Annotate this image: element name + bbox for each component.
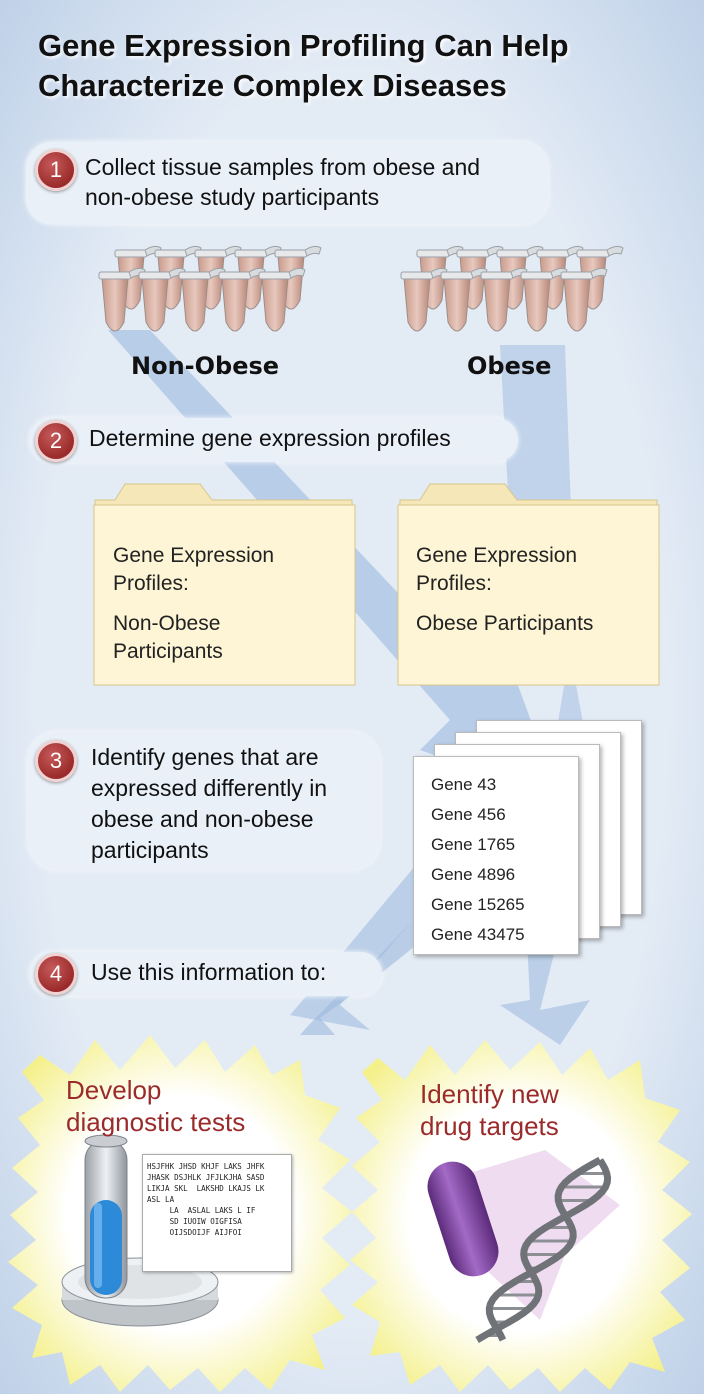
gene-item: Gene 15265: [431, 895, 525, 914]
step-4-panel: [30, 952, 382, 996]
gene-list-sheet: [413, 756, 579, 955]
report-line: LA ASLAL LAKS L IF: [147, 1206, 256, 1215]
group-label-obese: Obese: [467, 352, 552, 380]
tube-icon: [400, 245, 624, 332]
test-tube-icon: [84, 1134, 128, 1299]
folder-left-line-1: Gene Expression: [113, 544, 275, 567]
step-1-badge: 1: [35, 149, 77, 191]
gene-item: Gene 456: [431, 805, 506, 824]
tube-icon: [400, 267, 448, 332]
outcome-left-line-2: diagnostic tests: [66, 1107, 246, 1137]
step-1-text: Collect tissue samples from obese and no…: [85, 152, 545, 212]
gene-item: Gene 43: [431, 775, 497, 794]
folder-left-line-2: Profiles:: [113, 572, 189, 595]
folder-icon: [93, 483, 660, 686]
gene-item: Gene 1765: [431, 835, 516, 854]
lab-report-paper: HSJFHK JHSD KHJF LAKS JHFK JHASK DSJHLK J…: [142, 1154, 292, 1272]
report-line: LIKJA SKL LAKSHD LKAJS LK: [147, 1184, 265, 1193]
dna-strand: [475, 1158, 612, 1344]
step-3-line-2: expressed differently in: [91, 775, 328, 801]
gene-item: Gene 4896: [431, 865, 516, 884]
outcome-right-line-1: Identify new: [420, 1079, 559, 1109]
folder-left-line-4: Participants: [113, 640, 223, 663]
pill-icon: [427, 1161, 499, 1277]
tube-icon: [480, 267, 528, 332]
folder-non-obese-text: Gene Expression Profiles: Non-Obese Part…: [113, 542, 274, 666]
outcome-drug-title: Identify new drug targets: [420, 1078, 559, 1142]
dna-icon: [475, 1156, 612, 1344]
tube-icon: [440, 267, 488, 332]
step-3-badge: 3: [35, 740, 77, 782]
step-1-line-2: non-obese study participants: [85, 184, 380, 210]
tube-icon: [178, 267, 226, 332]
tube-icon: [218, 267, 266, 332]
report-line: SD IUOIW OIGFISA: [147, 1217, 242, 1226]
report-line: HSJFHK JHSD KHJF LAKS JHFK: [147, 1162, 265, 1171]
page-title: Gene Expression Profiling Can Help Chara…: [38, 26, 678, 106]
folder-obese-text: Gene Expression Profiles: Obese Particip…: [416, 542, 593, 638]
dna-strand: [485, 1156, 602, 1342]
tube-icon: [98, 245, 322, 332]
folder-right-line-2: Profiles:: [416, 572, 492, 595]
step-3-line-3: obese and non-obese: [91, 806, 314, 832]
title-line-1: Gene Expression Profiling Can Help: [38, 28, 569, 63]
step-2-text: Determine gene expression profiles: [89, 425, 451, 451]
step-3-text: Identify genes that are expressed differ…: [91, 742, 327, 866]
tube-icon: [520, 267, 568, 332]
tube-icon: [138, 267, 186, 332]
report-line: JHASK DSJHLK JFJLKJHA SASD: [147, 1173, 265, 1182]
step-2-panel: [30, 418, 518, 462]
step-3-line-4: participants: [91, 837, 209, 863]
step-3-line-1: Identify genes that are: [91, 744, 319, 770]
folder-right-line-3: Obese Participants: [416, 612, 594, 635]
outcome-left-line-1: Develop: [66, 1075, 162, 1105]
step-1-line-1: Collect tissue samples from obese and: [85, 154, 481, 180]
step-4-text: Use this information to:: [91, 959, 327, 985]
gene-item: Gene 43475: [431, 925, 525, 944]
gene-list: Gene 43 Gene 456 Gene 1765 Gene 4896 Gen…: [431, 770, 525, 950]
tube-icon: [258, 267, 306, 332]
step-2-badge: 2: [35, 420, 77, 462]
tube-icon: [98, 267, 146, 332]
outcome-right-line-2: drug targets: [420, 1111, 559, 1141]
title-line-2: Characterize Complex Diseases: [38, 68, 507, 103]
group-label-non-obese: Non-Obese: [131, 352, 280, 380]
step-1-panel: [26, 142, 548, 224]
tube-icon: [560, 267, 608, 332]
folder-right-line-1: Gene Expression: [416, 544, 578, 567]
step-3-panel: [28, 732, 380, 870]
report-line: ASL LA: [147, 1195, 175, 1204]
outcome-diagnostic-title: Develop diagnostic tests: [66, 1074, 245, 1138]
step-4-badge: 4: [35, 953, 77, 995]
folder-left-line-3: Non-Obese: [113, 612, 221, 635]
report-line: OIJSDOIJF AIJFOI: [147, 1228, 242, 1237]
